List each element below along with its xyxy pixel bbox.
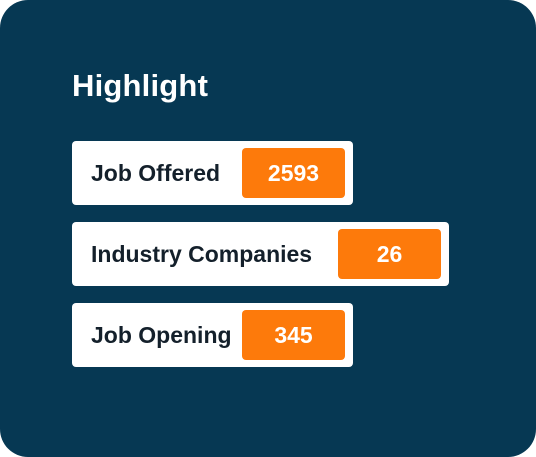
stat-label: Industry Companies	[91, 241, 313, 267]
stat-job-offered: Job Offered 2593	[72, 141, 353, 205]
stat-value-badge: 345	[242, 310, 345, 360]
stat-industry-companies: Industry Companies 26	[72, 222, 449, 286]
stat-value-badge: 2593	[242, 148, 345, 198]
stat-label: Job Offered	[91, 160, 221, 186]
card-title: Highlight	[72, 68, 209, 103]
stat-label: Job Opening	[91, 322, 232, 348]
stat-value-badge: 26	[338, 229, 441, 279]
stat-job-opening: Job Opening 345	[72, 303, 353, 367]
